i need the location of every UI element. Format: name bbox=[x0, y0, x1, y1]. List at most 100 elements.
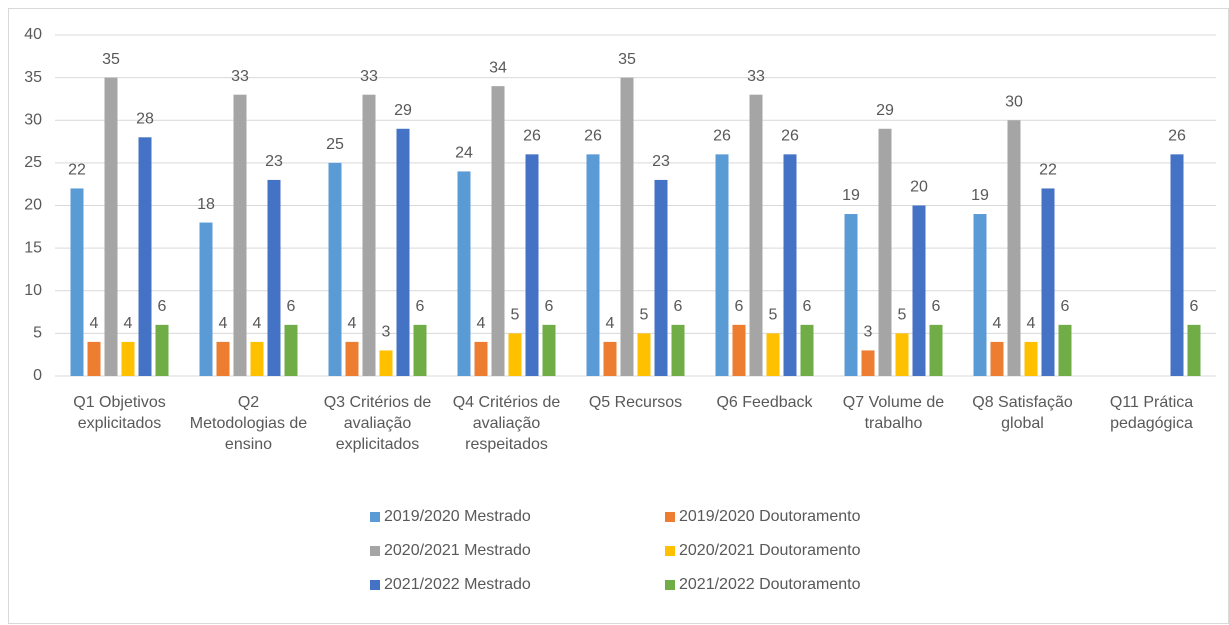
x-tick-label: Q8 Satisfação global bbox=[972, 394, 1073, 432]
data-label: 4 bbox=[1027, 315, 1036, 332]
bar bbox=[216, 341, 230, 376]
bar bbox=[121, 341, 135, 376]
bar bbox=[800, 324, 814, 376]
x-tick-label: Q5 Recursos bbox=[588, 394, 683, 411]
bar bbox=[457, 171, 471, 376]
bar bbox=[345, 341, 359, 376]
y-tick-label: 25 bbox=[24, 154, 42, 171]
data-label: 6 bbox=[932, 298, 941, 315]
x-tick-label: Q6 Feedback bbox=[716, 394, 813, 411]
data-label: 34 bbox=[489, 59, 507, 76]
bar bbox=[508, 333, 522, 376]
bar bbox=[637, 333, 651, 376]
bar bbox=[199, 222, 213, 376]
data-label: 4 bbox=[477, 315, 486, 332]
bar bbox=[929, 324, 943, 376]
bar bbox=[1058, 324, 1072, 376]
data-label: 4 bbox=[606, 315, 615, 332]
data-label: 20 bbox=[910, 179, 928, 196]
bar bbox=[878, 128, 892, 376]
bar bbox=[671, 324, 685, 376]
legend-label: 2021/2022 Mestrado bbox=[384, 576, 531, 593]
legend-swatch bbox=[665, 512, 675, 522]
data-label: 5 bbox=[769, 307, 778, 324]
data-label: 33 bbox=[360, 68, 378, 85]
bar bbox=[586, 154, 600, 376]
bar bbox=[396, 128, 410, 376]
data-label: 23 bbox=[265, 153, 283, 170]
data-label: 4 bbox=[124, 315, 133, 332]
legend-label: 2020/2021 Mestrado bbox=[384, 542, 531, 559]
data-label: 25 bbox=[326, 136, 344, 153]
data-label: 22 bbox=[68, 162, 86, 179]
bar bbox=[362, 94, 376, 377]
data-label: 6 bbox=[287, 298, 296, 315]
bar bbox=[715, 154, 729, 376]
data-label: 6 bbox=[674, 298, 683, 315]
data-label: 30 bbox=[1005, 93, 1023, 110]
data-label: 6 bbox=[1190, 298, 1199, 315]
data-label: 4 bbox=[253, 315, 262, 332]
data-label: 29 bbox=[394, 102, 412, 119]
y-tick-label: 30 bbox=[24, 111, 42, 128]
bar bbox=[284, 324, 298, 376]
bar bbox=[783, 154, 797, 376]
bar bbox=[233, 94, 247, 377]
x-tick-label: Q11 Prática pedagógica bbox=[1109, 394, 1194, 432]
bar bbox=[491, 86, 505, 377]
x-tick-label: Q2 Metodologias de ensino bbox=[189, 394, 308, 453]
data-label: 6 bbox=[545, 298, 554, 315]
bar bbox=[861, 350, 875, 376]
x-tick-label: Q3 Critérios de avaliação explicitados bbox=[323, 394, 432, 453]
data-label: 5 bbox=[898, 307, 907, 324]
y-tick-label: 5 bbox=[33, 325, 42, 342]
bar bbox=[912, 205, 926, 376]
bar bbox=[749, 94, 763, 377]
bar bbox=[1187, 324, 1201, 376]
bar bbox=[104, 77, 118, 376]
y-tick-label: 0 bbox=[33, 367, 42, 384]
data-label: 28 bbox=[136, 111, 154, 128]
data-label: 26 bbox=[584, 128, 602, 145]
bar bbox=[895, 333, 909, 376]
bar bbox=[1170, 154, 1184, 376]
data-label: 6 bbox=[158, 298, 167, 315]
data-label: 6 bbox=[735, 298, 744, 315]
data-label: 5 bbox=[640, 307, 649, 324]
data-label: 26 bbox=[1168, 128, 1186, 145]
bar bbox=[973, 214, 987, 376]
data-label: 26 bbox=[713, 128, 731, 145]
data-label: 3 bbox=[864, 324, 873, 341]
legend-label: 2021/2022 Doutoramento bbox=[679, 576, 861, 593]
data-label: 29 bbox=[876, 102, 894, 119]
data-label: 4 bbox=[90, 315, 99, 332]
data-label: 5 bbox=[511, 307, 520, 324]
legend-label: 2019/2020 Doutoramento bbox=[679, 508, 861, 525]
data-label: 33 bbox=[747, 68, 765, 85]
bar bbox=[654, 179, 668, 376]
data-label: 4 bbox=[219, 315, 228, 332]
bar bbox=[155, 324, 169, 376]
bar bbox=[138, 137, 152, 376]
data-label: 24 bbox=[455, 145, 473, 162]
data-label: 35 bbox=[618, 51, 636, 68]
data-label: 6 bbox=[803, 298, 812, 315]
y-tick-label: 40 bbox=[24, 26, 42, 43]
bar bbox=[328, 162, 342, 376]
bar bbox=[267, 179, 281, 376]
data-label: 23 bbox=[652, 153, 670, 170]
data-label: 35 bbox=[102, 51, 120, 68]
x-tick-label: Q1 Objetivos explicitados bbox=[73, 394, 166, 432]
bar bbox=[1024, 341, 1038, 376]
legend-swatch bbox=[665, 580, 675, 590]
bar bbox=[70, 188, 84, 376]
y-tick-label: 10 bbox=[24, 282, 42, 299]
data-label: 18 bbox=[197, 196, 215, 213]
bar bbox=[474, 341, 488, 376]
bar bbox=[1041, 188, 1055, 376]
legend-label: 2019/2020 Mestrado bbox=[384, 508, 531, 525]
data-label: 6 bbox=[1061, 298, 1070, 315]
x-tick-label: Q4 Critérios de avaliação respeitados bbox=[452, 394, 561, 453]
